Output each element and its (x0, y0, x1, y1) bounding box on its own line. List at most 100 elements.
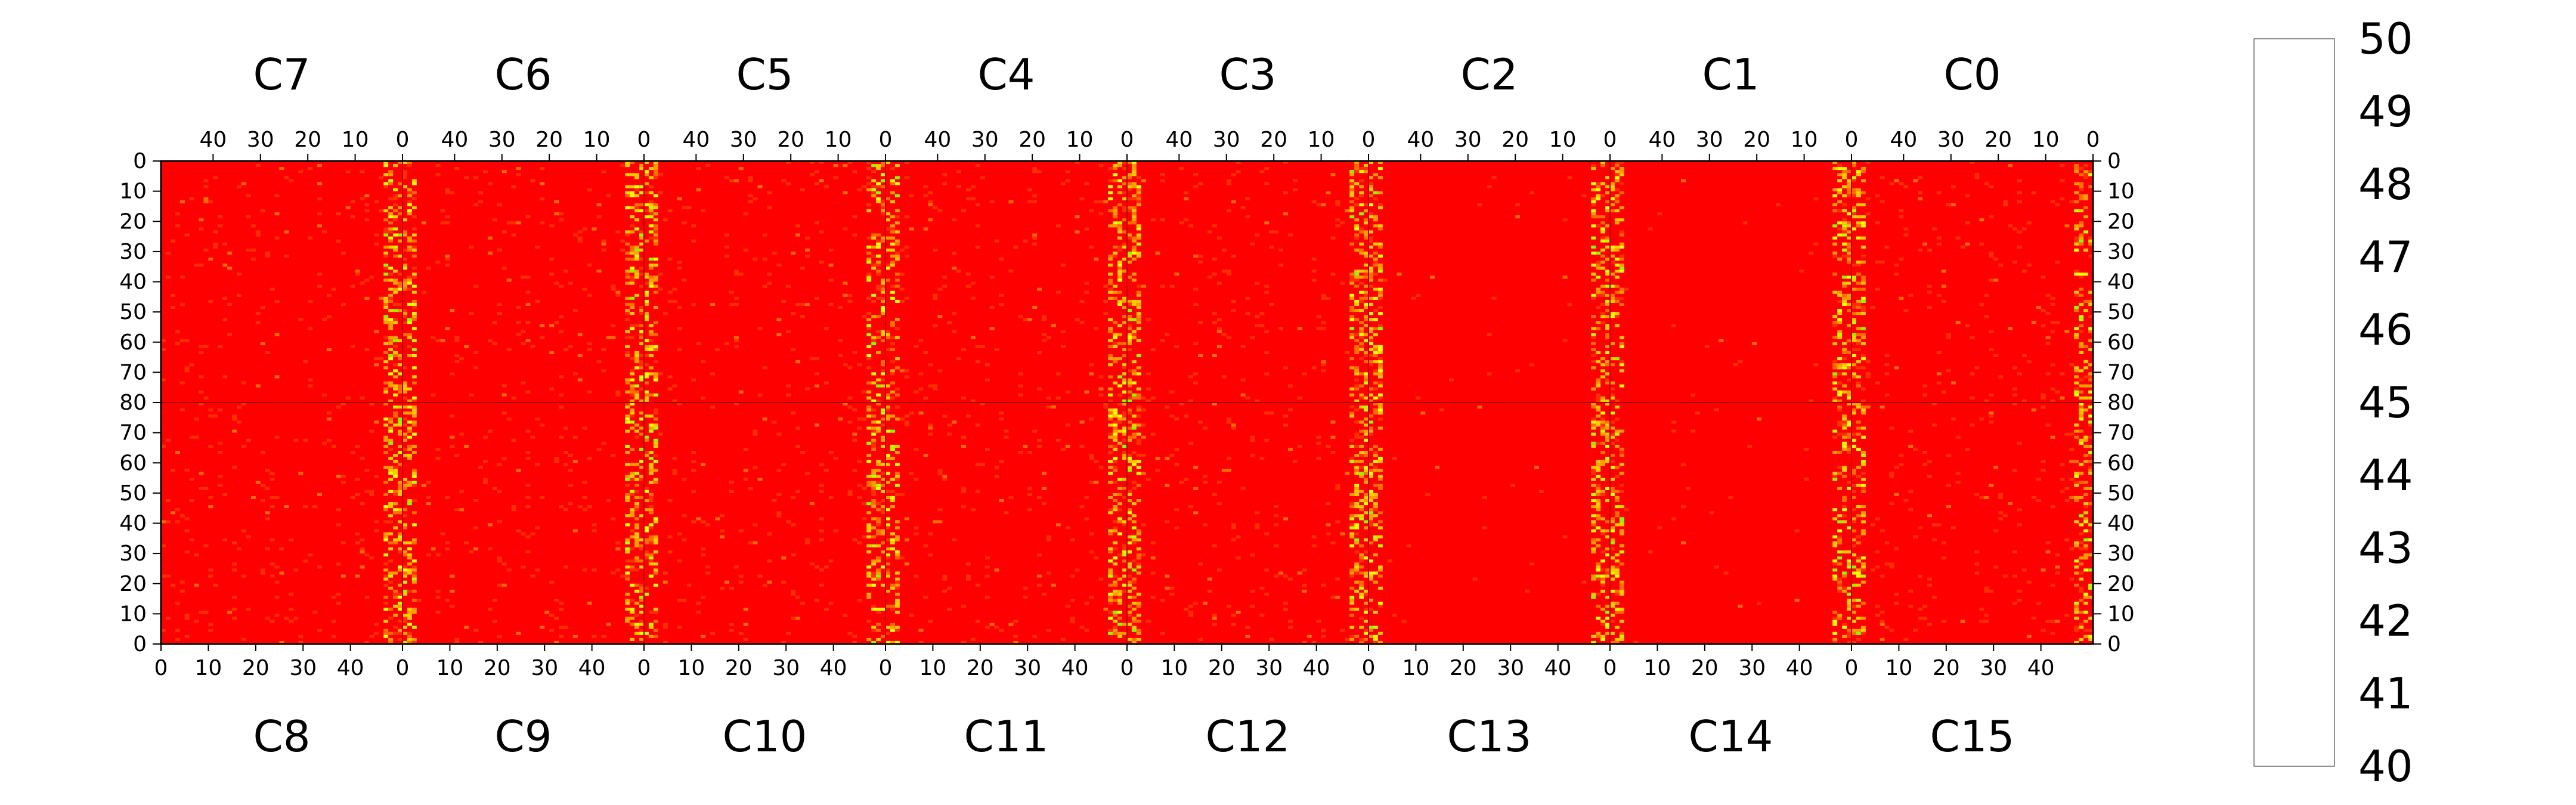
heatmap-cell (876, 481, 881, 484)
heatmap-cell (407, 481, 412, 484)
heatmap-cell (501, 227, 507, 231)
heatmap-cell (450, 605, 455, 608)
heatmap-cell (213, 242, 218, 246)
heatmap-cell (1255, 399, 1260, 402)
heatmap-cell (246, 215, 251, 219)
heatmap-cell (388, 236, 394, 240)
heatmap-cell (355, 532, 360, 535)
heatmap-cell (1600, 239, 1606, 243)
heatmap-cell (1364, 284, 1369, 288)
heatmap-cell (1013, 339, 1018, 342)
heatmap-cell (393, 538, 398, 541)
heatmap-cell (1364, 339, 1369, 342)
heatmap-cell (738, 631, 744, 635)
heatmap-cell (1037, 553, 1042, 557)
heatmap-cell (918, 529, 924, 532)
heatmap-cell (1136, 188, 1141, 191)
heatmap-cell (625, 318, 630, 321)
heatmap-cell (805, 472, 810, 475)
heatmap-cell (364, 608, 370, 611)
heatmap-cell (1193, 381, 1199, 385)
heatmap-cell (1108, 327, 1113, 330)
heatmap-cell (492, 342, 497, 345)
heatmap-cell (450, 194, 455, 197)
heatmap-cell (1302, 611, 1307, 614)
heatmap-cell (1321, 321, 1326, 324)
heatmap-cell (1354, 378, 1360, 382)
heatmap-cell (611, 287, 616, 291)
heatmap-cell (326, 224, 332, 228)
heatmap-cell (487, 547, 493, 551)
heatmap-cell (184, 312, 190, 315)
heatmap-cell (1501, 287, 1506, 291)
heatmap-cell (876, 185, 881, 188)
heatmap-cell (383, 608, 389, 611)
heatmap-cell (809, 287, 815, 291)
heatmap-cell (653, 333, 658, 336)
heatmap-cell (1288, 623, 1293, 626)
heatmap-cell (1136, 532, 1141, 535)
heatmap-cell (393, 278, 398, 282)
heatmap-cell (653, 203, 658, 206)
heatmap-cell (1326, 550, 1331, 554)
heatmap-cell (1567, 302, 1572, 306)
heatmap-cell (227, 251, 233, 255)
heatmap-cell (1145, 372, 1151, 376)
heatmap-cell (961, 605, 967, 608)
heatmap-cell (639, 447, 645, 451)
heatmap-cell (1364, 375, 1369, 379)
heatmap-cell (630, 372, 635, 376)
heatmap-cell (175, 508, 180, 512)
heatmap-cell (975, 490, 980, 493)
heatmap-cell (805, 299, 810, 303)
heatmap-cell (402, 312, 407, 315)
heatmap-cell (1439, 408, 1445, 412)
heatmap-cell (374, 529, 379, 532)
heatmap-cell (559, 505, 564, 509)
heatmap-cell (208, 438, 213, 442)
heatmap-cell (757, 393, 763, 397)
heatmap-cell (838, 324, 843, 327)
heatmap-cell (1349, 191, 1355, 194)
heatmap-cell (928, 363, 933, 367)
heatmap-cell (274, 496, 280, 499)
heatmap-cell (426, 267, 431, 270)
heatmap-cell (1113, 574, 1118, 578)
heatmap-cell (648, 267, 654, 270)
heatmap-cell (662, 312, 668, 315)
heatmap-cell (639, 544, 645, 547)
heatmap-cell (1122, 230, 1128, 234)
heatmap-cell (374, 626, 379, 629)
heatmap-cell (246, 420, 251, 424)
heatmap-cell (407, 399, 412, 402)
heatmap-cell (1373, 508, 1378, 512)
heatmap-cell (473, 302, 479, 306)
heatmap-cell (1359, 242, 1364, 246)
heatmap-cell (1354, 432, 1360, 436)
heatmap-cell (843, 309, 848, 312)
heatmap-cell (487, 608, 493, 611)
heatmap-cell (1600, 236, 1606, 240)
heatmap-cell (184, 617, 190, 620)
heatmap-cell (497, 583, 502, 587)
heatmap-cell (568, 281, 573, 285)
heatmap-cell (1150, 396, 1156, 400)
heatmap-cell (326, 287, 332, 291)
heatmap-cell (881, 472, 886, 475)
heatmap-cell (1377, 357, 1383, 361)
heatmap-cell (1596, 508, 1601, 512)
heatmap-cell (899, 556, 905, 560)
heatmap-cell (1600, 261, 1606, 264)
heatmap-cell (478, 336, 484, 339)
heatmap-cell (1354, 399, 1360, 402)
heatmap-cell (1368, 469, 1373, 472)
heatmap-cell (388, 354, 394, 358)
heatmap-cell (454, 354, 460, 358)
heatmap-cell (440, 188, 445, 191)
heatmap-cell (611, 574, 616, 578)
heatmap-cell (1127, 490, 1132, 493)
heatmap-cell (1364, 351, 1369, 354)
heatmap-cell (648, 278, 654, 282)
heatmap-cell (1070, 360, 1075, 364)
heatmap-cell (701, 634, 706, 638)
